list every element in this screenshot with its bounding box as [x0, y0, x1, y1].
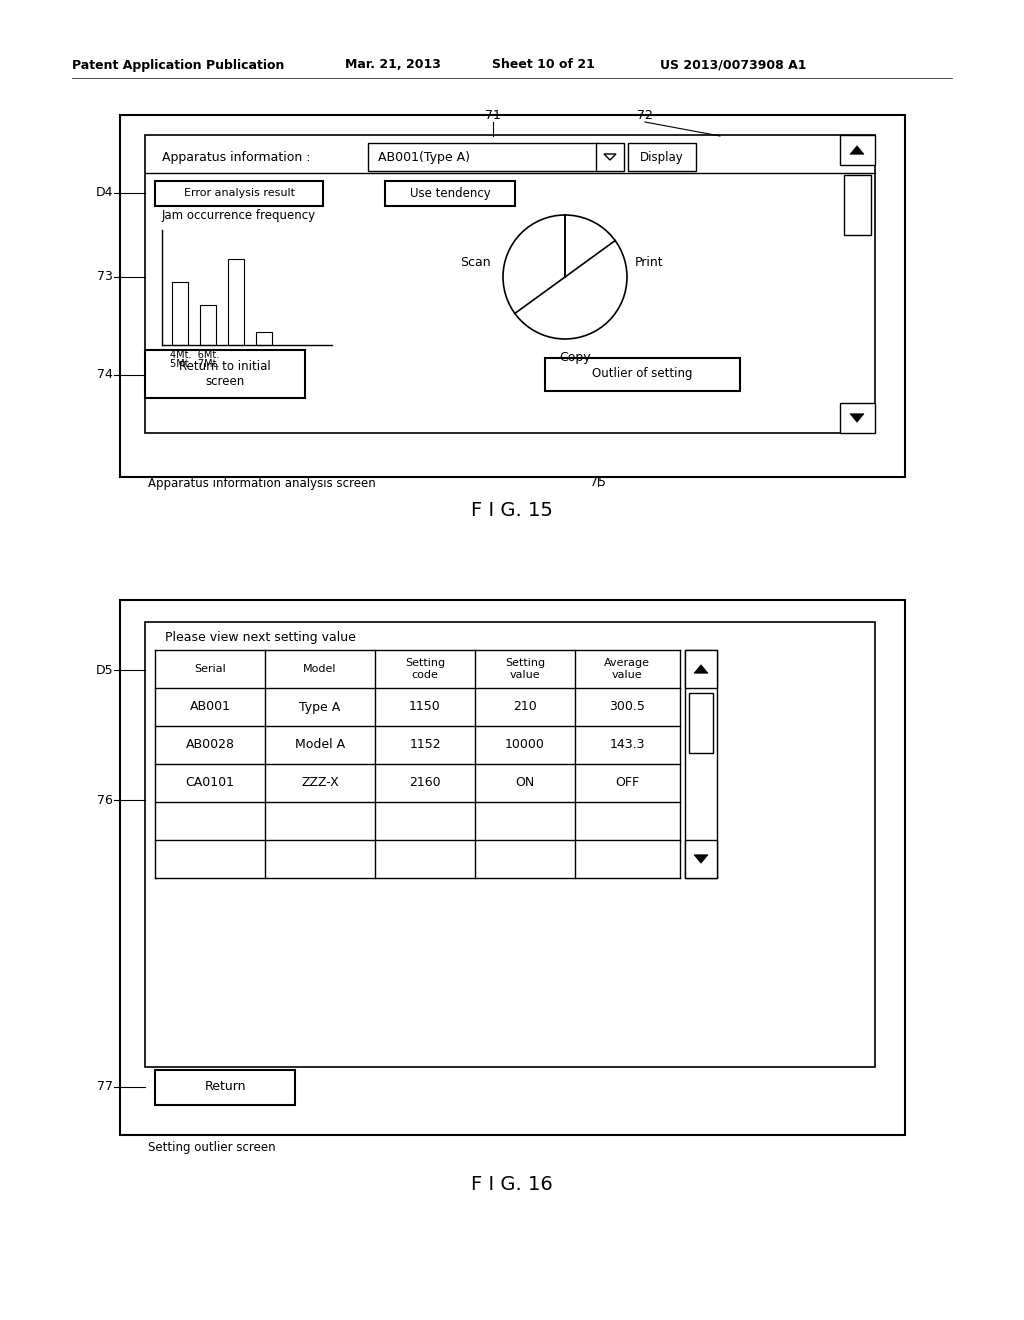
Text: Print: Print [635, 256, 664, 268]
Bar [596, 143, 624, 172]
Text: CA0101: CA0101 [185, 776, 234, 789]
Text: F I G. 16: F I G. 16 [471, 1176, 553, 1195]
Text: 5Mt.  7Mt.: 5Mt. 7Mt. [170, 359, 219, 370]
Text: Mar. 21, 2013: Mar. 21, 2013 [345, 58, 441, 71]
Text: ZZZ-X: ZZZ-X [301, 776, 339, 789]
Text: Outlier of setting: Outlier of setting [592, 367, 692, 380]
Text: Jam occurrence frequency: Jam occurrence frequency [162, 209, 316, 222]
Text: OFF: OFF [615, 776, 639, 789]
Text: Please view next setting value: Please view next setting value [165, 631, 356, 644]
Text: Return to initial
screen: Return to initial screen [179, 360, 271, 388]
Bar [385, 181, 515, 206]
Polygon shape [694, 855, 708, 863]
Bar [256, 333, 272, 345]
Text: Type A: Type A [299, 701, 341, 714]
Text: Model: Model [303, 664, 337, 675]
Bar [145, 622, 874, 1067]
Bar [155, 181, 323, 206]
Text: 76: 76 [97, 793, 113, 807]
Text: AB001: AB001 [189, 701, 230, 714]
Text: 71: 71 [485, 110, 501, 121]
Bar [545, 358, 740, 391]
Bar [120, 115, 905, 477]
Text: Error analysis result: Error analysis result [183, 187, 295, 198]
Text: 4Mt.  6Mt.: 4Mt. 6Mt. [170, 350, 219, 360]
Text: Sheet 10 of 21: Sheet 10 of 21 [492, 58, 595, 71]
Bar [840, 135, 874, 165]
Bar [689, 693, 713, 752]
Text: 1150: 1150 [410, 701, 441, 714]
Bar [840, 403, 874, 433]
Text: Setting outlier screen: Setting outlier screen [148, 1142, 275, 1155]
Text: Scan: Scan [461, 256, 490, 268]
Text: Patent Application Publication: Patent Application Publication [72, 58, 285, 71]
Text: Setting
code: Setting code [404, 659, 445, 680]
Text: 300.5: 300.5 [609, 701, 645, 714]
Text: F I G. 15: F I G. 15 [471, 500, 553, 520]
Text: Return: Return [204, 1081, 246, 1093]
Text: 77: 77 [97, 1081, 113, 1093]
Bar [628, 143, 696, 172]
Text: 143.3: 143.3 [609, 738, 645, 751]
Polygon shape [850, 413, 864, 422]
Text: Serial: Serial [195, 664, 226, 675]
Text: AB001(Type A): AB001(Type A) [378, 150, 470, 164]
Text: US 2013/0073908 A1: US 2013/0073908 A1 [660, 58, 807, 71]
Text: Apparatus information analysis screen: Apparatus information analysis screen [148, 477, 376, 490]
Text: 74: 74 [97, 368, 113, 381]
Text: 2160: 2160 [410, 776, 440, 789]
Text: Apparatus information :: Apparatus information : [162, 152, 310, 165]
Bar [200, 305, 216, 345]
Bar [172, 282, 188, 345]
Bar [145, 135, 874, 433]
Text: 75: 75 [590, 477, 606, 490]
Bar [685, 649, 717, 688]
Polygon shape [694, 665, 708, 673]
Text: Use tendency: Use tendency [410, 186, 490, 199]
Text: Model A: Model A [295, 738, 345, 751]
Text: 72: 72 [637, 110, 653, 121]
Text: Average
value: Average value [604, 659, 650, 680]
Polygon shape [850, 145, 864, 154]
Bar [155, 1071, 295, 1105]
Bar [368, 143, 598, 172]
Text: D5: D5 [95, 664, 113, 676]
Text: 73: 73 [97, 271, 113, 284]
Text: ON: ON [515, 776, 535, 789]
Bar [120, 601, 905, 1135]
Polygon shape [604, 154, 616, 160]
Text: 210: 210 [513, 701, 537, 714]
Bar [685, 840, 717, 878]
Text: Setting
value: Setting value [505, 659, 545, 680]
Bar [145, 350, 305, 399]
Text: AB0028: AB0028 [185, 738, 234, 751]
Bar [685, 649, 717, 878]
Text: Display: Display [640, 150, 684, 164]
Bar [844, 176, 871, 235]
Text: D4: D4 [95, 186, 113, 199]
Text: 1152: 1152 [410, 738, 440, 751]
Bar [228, 259, 244, 345]
Text: 10000: 10000 [505, 738, 545, 751]
Text: Copy: Copy [559, 351, 591, 364]
